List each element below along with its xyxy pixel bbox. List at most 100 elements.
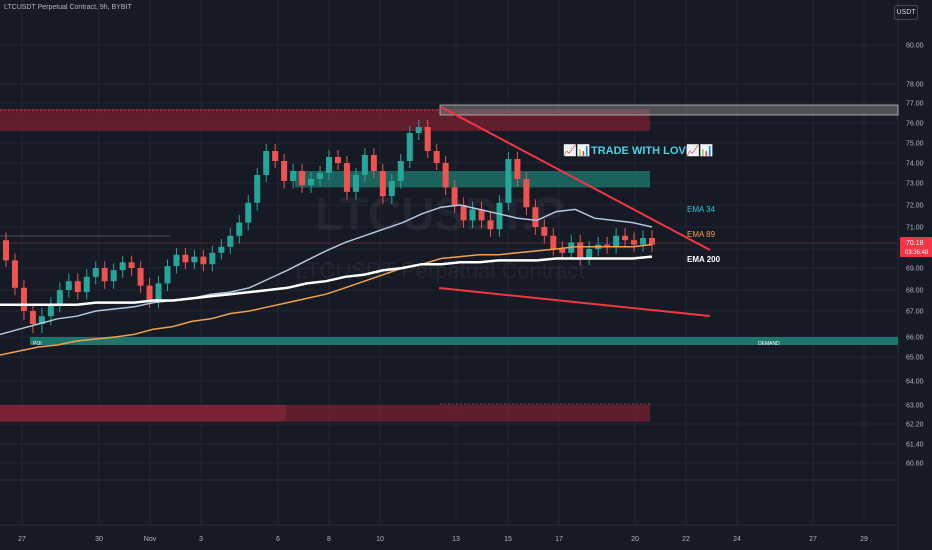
candle-body [101,268,108,282]
candle-body [361,155,368,175]
zone-supply-strong [0,405,286,422]
x-tick-label: 13 [452,536,460,543]
candle-body [352,175,359,192]
price-tag-countdown: 03:35:48 [905,250,929,256]
x-tick-label: 30 [95,536,103,543]
candle-body [119,262,126,271]
candle-body [577,242,584,259]
candle-body [433,151,440,163]
poi-label: POI [33,341,42,347]
y-tick-label: 72.00 [906,203,924,210]
currency-button[interactable]: USDT [894,5,918,20]
lower-trendline [438,287,711,317]
y-tick-label: 68.00 [906,288,924,295]
chart-title: LTCUSDT Perpetual Contract, 9h, BYBIT [4,4,132,11]
y-tick-label: 73.00 [906,181,924,188]
zones [0,104,899,422]
x-tick-label: 8 [327,536,331,543]
candle-body [65,281,72,290]
candle-body [334,157,341,163]
y-tick-label: 64.00 [906,379,924,386]
candle-body [442,163,449,188]
ema-line-1 [0,243,653,356]
candle-body [182,254,189,263]
candle-body [326,157,332,173]
ema-line-0 [0,204,653,336]
price-tag [900,237,932,257]
y-tick-label: 74.00 [906,161,924,168]
candle-body [191,256,198,263]
candle-body [137,268,144,286]
candle-body [406,133,413,161]
candle-body [496,202,503,230]
candle-body [200,256,207,265]
trend-lines [438,106,711,317]
candle-body [559,249,566,253]
candle-body [227,235,234,247]
candle-body [308,179,315,186]
x-tick-label: Nov [144,536,157,543]
candle-body [379,171,386,197]
y-tick-label: 66.00 [906,335,924,342]
candle-body [263,151,270,175]
candle-body [290,171,297,181]
candle-body [370,155,377,171]
candle-body [649,238,655,245]
candle-body [640,238,647,245]
x-tick-label: 15 [504,536,512,543]
candle-body [56,290,63,305]
x-tick-label: 27 [809,536,817,543]
axes: 80.00 78.00 77.00 76.00 75.00 74.00 73.00 72.00… [18,43,932,543]
candle-body [451,187,458,205]
candle-body [424,127,431,151]
ema-line-2 [0,255,653,306]
candle-body [586,249,593,259]
candle-body [110,270,117,282]
ema89-label: EMA 89 [687,230,716,239]
watermark-symbol: LTCUSDT.P [315,188,565,240]
x-tick-label: 24 [733,536,741,543]
y-tick-label: 63.00 [906,403,924,410]
candle-body [164,266,171,284]
x-tick-label: 17 [555,536,563,543]
candle-body [281,161,288,181]
y-tick-label: 78.00 [906,82,924,89]
y-tick-label: 69.00 [906,266,924,273]
candle-body [155,283,162,301]
candle-body [74,281,81,293]
candle-body [604,244,611,247]
watermark: LTCUSDT.P LTCUSDT Perpetual Contract [296,188,585,283]
candle-body [218,246,225,253]
candle-body [460,205,467,221]
ema34-label: EMA 34 [687,205,716,214]
y-tick-label: 60.60 [906,461,924,468]
candle-body [20,287,27,311]
zone-grey-1 [439,104,899,116]
y-tick-label: 75.00 [906,141,924,148]
candle-body [38,316,45,324]
x-tick-label: 6 [276,536,280,543]
watermark-description: LTCUSDT Perpetual Contract [296,258,585,283]
x-tick-label: 3 [199,536,203,543]
candle-body [47,304,54,317]
trade-with-love-text: TRADE WITH LOVE [591,145,693,157]
y-tick-label: 71.00 [906,225,924,232]
trade-emoji-right: 📈📊 [686,144,714,157]
candle-body [631,240,638,245]
candle-body [388,181,395,197]
candle-body [272,151,279,161]
x-tick-label: 10 [376,536,384,543]
candle-body [128,262,135,268]
candle-body [245,202,252,223]
candle-body [83,276,90,293]
y-tick-label: 67.00 [906,309,924,316]
candle-body [343,163,350,192]
y-tick-label: 77.00 [906,101,924,108]
y-tick-label: 80.00 [906,43,924,50]
y-tick-label: 65.00 [906,355,924,362]
candle-body [29,311,36,324]
x-tick-label: 27 [18,536,26,543]
price-tag-value: 70.18 [906,240,924,247]
candle-body [317,173,324,179]
